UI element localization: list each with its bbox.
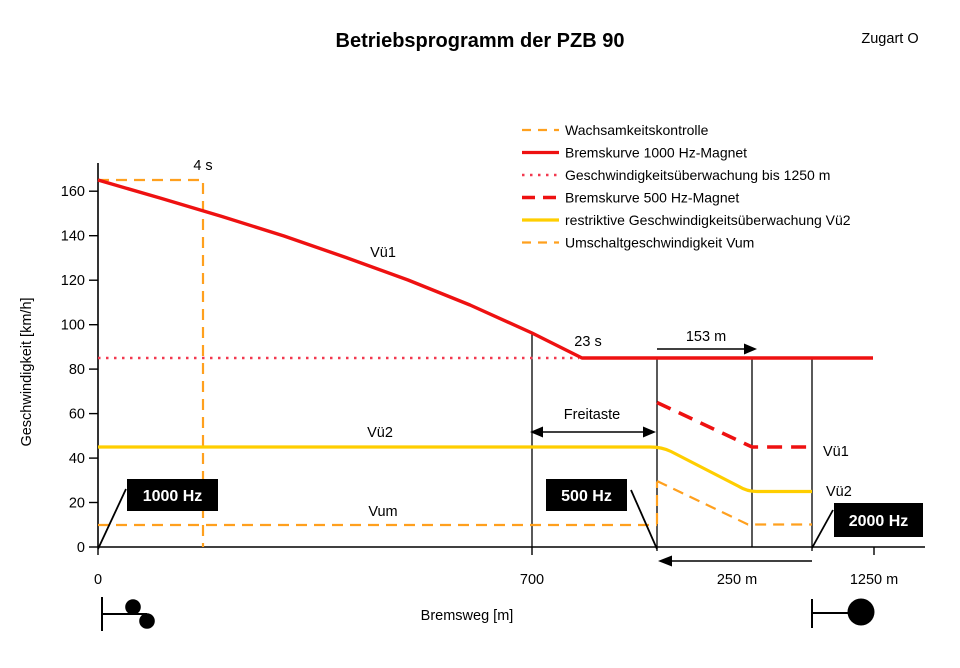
label-23s: 23 s xyxy=(574,334,601,350)
chart-legend: Wachsamkeitskontrolle Bremskurve 1000 Hz… xyxy=(522,122,851,251)
label-vue1-curve: Vü1 xyxy=(370,245,396,261)
label-4s: 4 s xyxy=(193,158,212,174)
x-axis-tick-labels: 0 700 1250 m xyxy=(94,572,898,588)
y-axis-tick-labels: 0 20 40 60 80 100 120 140 160 xyxy=(61,184,85,556)
legend-label-restriktive-ueberwachung: restriktive Geschwindigkeitsüberwachung … xyxy=(565,212,851,228)
y-tick-160: 160 xyxy=(61,184,85,200)
label-vue2-curve: Vü2 xyxy=(367,425,393,441)
y-tick-40: 40 xyxy=(69,451,85,467)
y-tick-100: 100 xyxy=(61,318,85,334)
wachsamkeitskontrolle-line xyxy=(98,178,205,547)
label-153m: 153 m xyxy=(686,329,726,345)
y-axis-ticks xyxy=(89,190,98,548)
legend-label-wachsamkeitskontrolle: Wachsamkeitskontrolle xyxy=(565,122,709,138)
label-vue2-right: Vü2 xyxy=(826,484,852,500)
x-tick-0: 0 xyxy=(94,572,102,588)
magnet-1000hz-label: 1000 Hz xyxy=(143,488,203,505)
train-class-label: Zugart O xyxy=(861,31,918,47)
y-tick-0: 0 xyxy=(77,540,85,556)
y-tick-60: 60 xyxy=(69,407,85,423)
legend-label-geschwindigkeitsueberwachung: Geschwindigkeitsüberwachung bis 1250 m xyxy=(565,167,830,183)
distant-signal-icon xyxy=(101,597,155,631)
legend-label-bremskurve-500hz: Bremskurve 500 Hz-Magnet xyxy=(565,190,739,206)
main-signal-icon xyxy=(811,598,875,628)
restriktive-ueberwachung-vue2-line xyxy=(98,445,812,494)
magnet-2000hz-label: 2000 Hz xyxy=(849,513,909,530)
label-vue1-right: Vü1 xyxy=(823,444,849,460)
arrow-153m xyxy=(657,343,757,355)
x-axis-ticks xyxy=(97,547,875,555)
bremskurve-1000hz-line xyxy=(97,178,873,360)
y-tick-140: 140 xyxy=(61,229,85,245)
magnet-1000hz-callout: 1000 Hz xyxy=(97,479,218,550)
x-axis-title: Bremsweg [m] xyxy=(421,608,514,624)
y-tick-20: 20 xyxy=(69,496,85,512)
legend-label-bremskurve-1000hz: Bremskurve 1000 Hz-Magnet xyxy=(565,145,747,161)
y-axis-title: Geschwindigkeit [km/h] xyxy=(19,297,35,446)
label-freitaste: Freitaste xyxy=(564,407,620,423)
umschaltgeschwindigkeit-vum-line xyxy=(98,480,812,527)
legend-label-umschaltgeschwindigkeit: Umschaltgeschwindigkeit Vum xyxy=(565,235,754,251)
x-tick-700: 700 xyxy=(520,572,544,588)
label-vum-curve: Vum xyxy=(368,504,397,520)
label-250m: 250 m xyxy=(717,572,757,588)
y-tick-120: 120 xyxy=(61,273,85,289)
magnet-500hz-callout: 500 Hz xyxy=(546,479,658,550)
arrow-freitaste xyxy=(530,426,656,438)
arrow-250m xyxy=(658,555,812,567)
y-tick-80: 80 xyxy=(69,362,85,378)
bremskurve-500hz-line xyxy=(656,400,812,449)
magnet-2000hz-callout: 2000 Hz xyxy=(811,503,923,549)
x-tick-1250: 1250 m xyxy=(850,572,898,588)
magnet-500hz-label: 500 Hz xyxy=(561,488,612,505)
page-title: Betriebsprogramm der PZB 90 xyxy=(336,30,625,52)
